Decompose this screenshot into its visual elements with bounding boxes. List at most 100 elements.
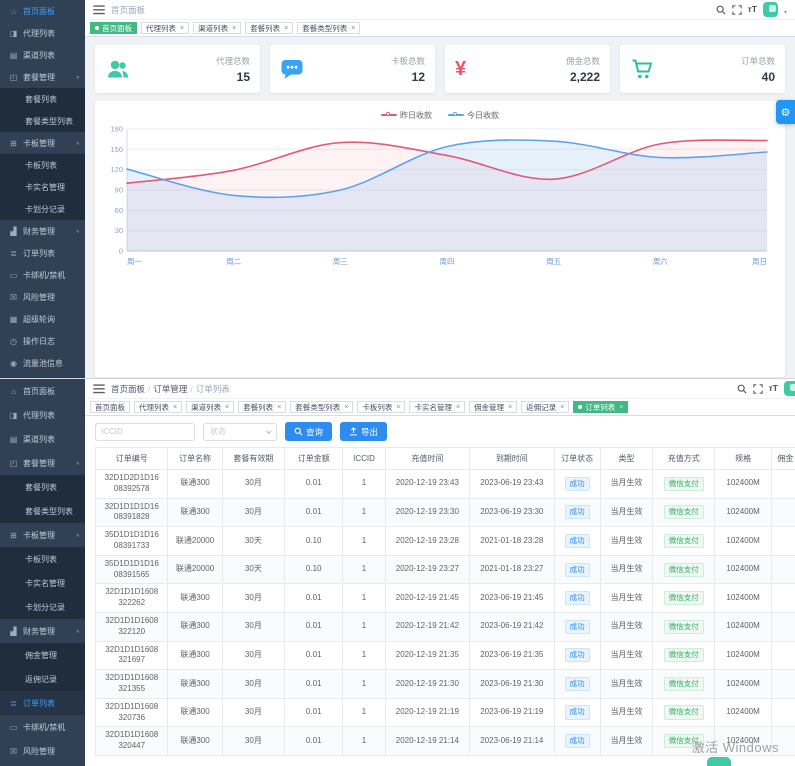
export-button[interactable]: 导出 (340, 422, 388, 441)
avatar[interactable] (784, 381, 795, 396)
sidebar-top: ⌂ 首页面板 ◨ 代理列表 ▤ 渠道列表 ◰ 套餐管理 ∧ 套餐列表套餐类型列表 ⊞ 卡板管理 ∧ 卡板列… (0, 0, 85, 378)
sidebar-item[interactable]: ▟ 财务管理 ∨ (0, 220, 85, 242)
sidebar-item[interactable]: ⌂ 首页面板 (0, 0, 85, 22)
close-icon[interactable]: × (396, 403, 401, 411)
close-icon[interactable]: × (619, 403, 624, 411)
sidebar-item[interactable]: 卡实名管理 (0, 571, 85, 595)
sidebar-item-label: 套餐列表 (25, 94, 57, 104)
sidebar-item[interactable]: ◷ 操作日志 (0, 330, 85, 352)
sidebar-item[interactable]: ▤ 渠道列表 (0, 427, 85, 451)
tab-item[interactable]: 卡板列表 × (357, 401, 406, 413)
status-badge: 成功 (564, 533, 590, 549)
table-cell: 2021-01-18 23:28 (469, 526, 555, 556)
tab-item[interactable]: 套餐列表 × (238, 401, 287, 413)
close-icon[interactable]: × (560, 403, 565, 411)
tab-item[interactable]: 套餐列表 × (245, 22, 294, 34)
close-icon[interactable]: × (508, 403, 513, 411)
sidebar-item[interactable]: ≣ 订单列表 (0, 691, 85, 715)
avatar[interactable] (762, 2, 778, 17)
sidebar-item-label: 流量池信息 (23, 358, 63, 368)
sidebar-item-label: 卡板列表 (25, 160, 57, 170)
legend-dot (453, 112, 457, 116)
sidebar-item[interactable]: ▦ 超级轮询 (0, 308, 85, 330)
close-icon[interactable]: × (351, 24, 356, 32)
sidebar-item[interactable]: 套餐列表 (0, 88, 85, 110)
tab-item[interactable]: 代理列表 × (134, 401, 183, 413)
cards-icon: ⊞ (10, 138, 17, 148)
sidebar-item[interactable]: ◰ 套餐管理 ∧ (0, 451, 85, 475)
fullscreen-icon[interactable] (731, 4, 742, 15)
chevron-down-icon[interactable]: ▾ (783, 10, 787, 16)
sidebar-item[interactable]: ◉ 流量池信息 (0, 352, 85, 374)
sidebar-item[interactable]: ▭ 卡绑机/禁机 (0, 264, 85, 286)
sidebar-item[interactable]: ☒ 风险管理 (0, 286, 85, 308)
tab-active[interactable]: 订单列表 × (573, 401, 629, 413)
sidebar-item[interactable]: ◰ 套餐管理 ∧ (0, 66, 85, 88)
sidebar-item[interactable]: 套餐类型列表 (0, 499, 85, 523)
sidebar-item[interactable]: ◨ 代理列表 (0, 22, 85, 44)
search-button[interactable]: 查询 (285, 422, 333, 441)
sidebar-item[interactable]: 套餐列表 (0, 475, 85, 499)
close-icon[interactable]: × (455, 403, 461, 411)
legend-item[interactable]: 昨日收款 (381, 110, 432, 121)
sidebar-item[interactable]: 卡划分记录 (0, 595, 85, 619)
settings-gear-button[interactable]: ⚙ (776, 100, 795, 124)
sidebar-item[interactable]: 卡划分记录 (0, 198, 85, 220)
hamburger-icon[interactable] (93, 4, 105, 15)
sidebar-item[interactable]: ≣ 订单列表 (0, 242, 85, 264)
sidebar-item[interactable]: ⌂ 首页面板 (0, 379, 85, 403)
hamburger-icon[interactable] (93, 383, 105, 394)
fullscreen-icon[interactable] (752, 383, 763, 394)
font-size-icon[interactable]: тT (768, 383, 778, 394)
sidebar-item[interactable]: ⊞ 卡板管理 ∧ (0, 523, 85, 547)
status-select[interactable]: 状态 (203, 422, 277, 441)
orders-main: 首页面板 / 订单管理 / 订单列表 тT 首页面板 代理列表 × 渠道列表 × 套餐列表 × 套餐类… (85, 379, 795, 766)
yuan-icon: ¥ (455, 58, 467, 80)
tab-active[interactable]: 首页面板 (90, 22, 137, 34)
sidebar-item[interactable]: 卡板列表 (0, 547, 85, 571)
sidebar-item[interactable]: 套餐类型列表 (0, 110, 85, 132)
close-icon[interactable]: × (173, 403, 178, 411)
sidebar-item[interactable]: ☒ 风险管理 (0, 739, 85, 763)
tab-item[interactable]: 首页面板 (90, 401, 130, 413)
sidebar-item[interactable]: 卡板列表 (0, 154, 85, 176)
tab-item[interactable]: 套餐类型列表 × (290, 401, 354, 413)
close-icon[interactable]: × (225, 403, 230, 411)
legend-item[interactable]: 今日收款 (448, 110, 499, 121)
sidebar-item[interactable]: 返佣记录 (0, 667, 85, 691)
table-header-cell: 订单名称 (167, 447, 223, 470)
search-icon[interactable] (737, 384, 747, 394)
sidebar-item[interactable]: ▤ 渠道列表 (0, 44, 85, 66)
sidebar-item[interactable]: ◨ 代理列表 (0, 403, 85, 427)
tab-label: 套餐类型列表 (302, 23, 348, 33)
iccid-input[interactable] (95, 422, 195, 441)
font-size-icon[interactable]: тT (747, 4, 757, 15)
home-icon: ⌂ (11, 386, 16, 396)
breadcrumb-part[interactable]: 首页面板 (111, 383, 146, 394)
close-icon[interactable]: × (232, 24, 237, 32)
tab-item[interactable]: 佣金管理 × (469, 401, 518, 413)
close-icon[interactable]: × (284, 24, 289, 32)
tab-item[interactable]: 渠道列表 × (193, 22, 242, 34)
sidebar-item[interactable]: ▟ 财务管理 ∧ (0, 619, 85, 643)
tab-item[interactable]: 代理列表 × (141, 22, 190, 34)
tab-item[interactable]: 卡实名管理 × (409, 401, 466, 413)
tab-item[interactable]: 返佣记录 × (521, 401, 570, 413)
dashboard-content: 代理总数 15 卡板总数 12 ¥ 佣金总数 2,222 订单总数 40 昨日收款 今日收款 0 3… (85, 37, 795, 378)
search-icon[interactable] (716, 5, 726, 15)
breadcrumb-part[interactable]: 订单管理 (153, 383, 188, 394)
table-header-cell: 订单金额 (284, 447, 344, 470)
tab-item[interactable]: 渠道列表 × (186, 401, 235, 413)
close-icon[interactable]: × (180, 24, 185, 32)
table-cell: 微信支付 (652, 583, 716, 613)
sidebar-item[interactable]: ⊞ 卡板管理 ∧ (0, 132, 85, 154)
sidebar-item[interactable]: 佣金管理 (0, 643, 85, 667)
svg-text:30: 30 (115, 226, 123, 235)
close-icon[interactable]: × (277, 403, 282, 411)
table-cell: 当月生效 (599, 697, 654, 728)
sidebar-item[interactable]: ▭ 卡绑机/禁机 (0, 715, 85, 739)
sidebar-item[interactable]: 卡实名管理 (0, 176, 85, 198)
close-icon[interactable]: × (344, 403, 349, 411)
table-cell: 2020-12-19 23:43 (384, 469, 471, 499)
tab-item[interactable]: 套餐类型列表 × (297, 22, 361, 34)
